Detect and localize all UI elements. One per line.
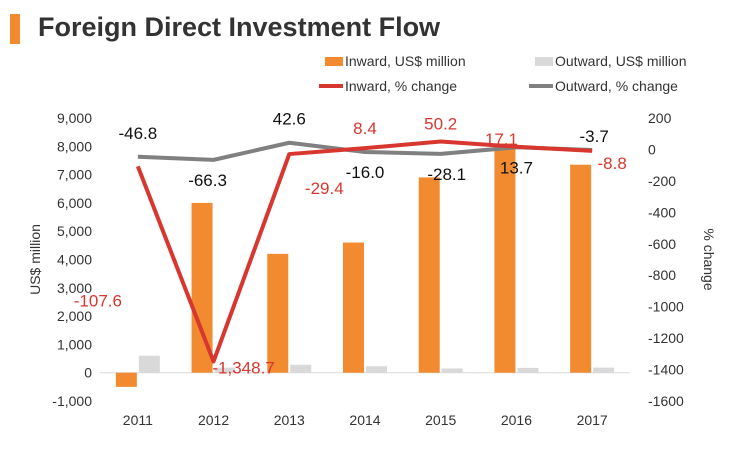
y-tick-label: 4,000: [57, 252, 92, 268]
y-tick-label: 6,000: [57, 195, 92, 211]
y2-tick-label: 0: [648, 141, 656, 157]
bar-outward-2012: [214, 367, 236, 373]
y-tick-label: 9,000: [57, 110, 92, 126]
bar-outward-2017: [593, 367, 615, 373]
y2-tick-label: 200: [648, 110, 672, 126]
bar-outward-2014: [366, 366, 387, 373]
legend-label: Inward, % change: [345, 78, 457, 94]
line-inward-pct: [135, 139, 593, 364]
y-tick-label: 5,000: [57, 223, 92, 239]
legend-swatch-bar: [535, 57, 553, 66]
label-outward-pct: -28.1: [427, 165, 466, 184]
bar-outward-2015: [441, 368, 463, 373]
bar-outward-2011: [138, 355, 160, 373]
legend-label: Outward, % change: [555, 78, 678, 94]
y-tick-label: 3,000: [57, 280, 92, 296]
x-tick-label: 2013: [274, 412, 305, 428]
x-tick-label: 2012: [198, 412, 229, 428]
y2-axis-title: % change: [701, 228, 717, 290]
y-axis-title: US$ million: [27, 224, 43, 295]
y-tick-label: 7,000: [57, 167, 92, 183]
label-outward-pct: -16.0: [346, 163, 385, 182]
bar-inward-2017: [570, 164, 592, 373]
y2-tick-label: -800: [648, 267, 676, 283]
label-inward-pct: -1,348.7: [212, 358, 274, 377]
bar-inward-2011: [115, 372, 137, 387]
label-outward-pct: 42.6: [273, 110, 306, 129]
bar-outward-2016: [517, 367, 539, 373]
label-outward-pct: -66.3: [188, 171, 227, 190]
y2-tick-label: -200: [648, 173, 676, 189]
y2-tick-label: -400: [648, 204, 676, 220]
x-tick-label: 2014: [349, 412, 380, 428]
x-tick-label: 2011: [123, 412, 153, 428]
title-accent-bar: [10, 14, 20, 44]
bar-inward-2015: [418, 177, 440, 373]
y2-tick-label: -1600: [648, 393, 684, 409]
y-tick-label: 1,000: [57, 336, 92, 352]
legend-swatch-bar: [325, 57, 343, 66]
y2-tick-label: -600: [648, 236, 676, 252]
x-tick-label: 2017: [577, 412, 608, 428]
bar-inward-2016: [494, 143, 516, 373]
label-outward-pct: -46.8: [118, 124, 157, 143]
legend-label: Inward, US$ million: [345, 53, 466, 69]
label-inward-pct: -29.4: [305, 179, 344, 198]
bar-inward-2013: [267, 253, 289, 373]
label-inward-pct: -8.8: [597, 154, 626, 173]
y-tick-label: 0: [84, 365, 92, 381]
label-outward-pct: 13.7: [500, 158, 533, 177]
page-title: Foreign Direct Investment Flow: [38, 12, 441, 42]
y2-tick-label: -1400: [648, 362, 684, 378]
bar-inward-2012: [191, 202, 213, 373]
legend-label: Outward, US$ million: [555, 53, 687, 69]
x-tick-label: 2015: [425, 412, 456, 428]
bar-inward-2014: [343, 242, 364, 373]
x-tick-label: 2016: [501, 412, 532, 428]
y2-tick-label: -1000: [648, 299, 684, 315]
y-tick-label: 8,000: [57, 138, 92, 154]
label-outward-pct: -3.7: [579, 127, 608, 146]
label-inward-pct: 8.4: [353, 119, 377, 138]
y2-tick-label: -1200: [648, 330, 684, 346]
label-inward-pct: 50.2: [424, 115, 457, 134]
bar-outward-2013: [290, 364, 312, 373]
label-inward-pct: 17.1: [485, 130, 518, 149]
y-tick-label: 2,000: [57, 308, 92, 324]
label-inward-pct: -107.6: [74, 291, 122, 310]
y-tick-label: -1,000: [52, 393, 92, 409]
